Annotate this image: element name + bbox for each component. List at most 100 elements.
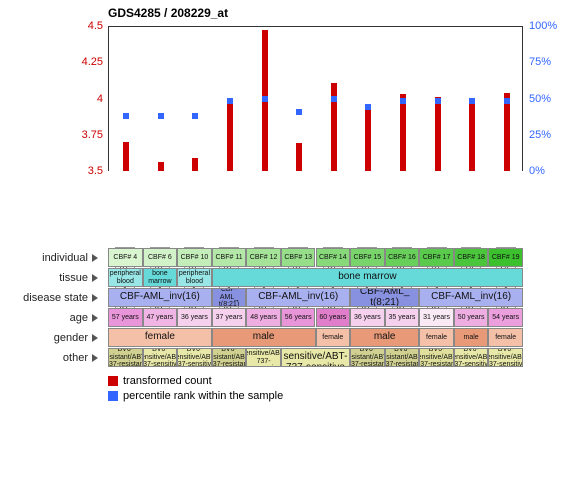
meta-row-label: tissue	[0, 272, 88, 284]
y-left-tick: 4	[73, 93, 103, 105]
meta-cell[interactable]: CBF# 14	[316, 248, 351, 267]
meta-cell[interactable]: CBF-AML_ t(8;21)	[212, 288, 247, 307]
expand-icon[interactable]	[92, 294, 98, 302]
plot-area	[108, 26, 523, 171]
expand-icon[interactable]	[92, 254, 98, 262]
meta-cell[interactable]: BV6-sensitive/ABT-737-resistant	[419, 348, 454, 367]
y-left-tick: 3.75	[73, 129, 103, 141]
meta-cell[interactable]: 56 years	[281, 308, 316, 327]
meta-cell[interactable]: BV6-sensitive/ABT-737-responsive	[246, 348, 281, 367]
meta-cell[interactable]: peripheral blood	[177, 268, 212, 287]
meta-cell[interactable]: 54 years	[488, 308, 523, 327]
meta-cell[interactable]: BV6-resistant/ABT-737-resistant	[212, 348, 247, 367]
meta-cell[interactable]: female	[419, 328, 454, 347]
bar	[400, 94, 406, 171]
meta-cell[interactable]: male	[350, 328, 419, 347]
meta-cell[interactable]: female	[488, 328, 523, 347]
meta-cell[interactable]: CBF# 18	[454, 248, 489, 267]
y-right-tick: 75%	[529, 56, 551, 68]
meta-cell[interactable]: CBF# 4	[108, 248, 143, 267]
meta-cell[interactable]: CBF# 15	[350, 248, 385, 267]
meta-cell[interactable]: BV6-resistant/ABT-737-resistant	[108, 348, 143, 367]
meta-cell[interactable]: BV6-sensitive/ABT-737-sensitive	[143, 348, 178, 367]
meta-cell[interactable]: 36 years	[350, 308, 385, 327]
percentile-marker	[227, 98, 233, 104]
meta-cell[interactable]: CBF-AML_inv(16)	[246, 288, 350, 307]
y-left-tick: 3.5	[73, 165, 103, 177]
y-right-tick: 25%	[529, 129, 551, 141]
meta-cell[interactable]: female	[316, 328, 351, 347]
meta-cell[interactable]: BV6-resistant/ABT-737-resistant	[350, 348, 385, 367]
chart-root: GDS4285 / 208229_at3.53.7544.254.50%25%5…	[0, 0, 563, 504]
meta-cell[interactable]: CBF-AML_inv(16)	[108, 288, 212, 307]
legend-label: percentile rank within the sample	[123, 390, 283, 402]
bar	[365, 107, 371, 171]
meta-row-label: gender	[0, 332, 88, 344]
legend-swatch	[108, 391, 118, 401]
percentile-marker	[158, 113, 164, 119]
expand-icon[interactable]	[92, 354, 98, 362]
percentile-marker	[331, 96, 337, 102]
meta-row-label: individual	[0, 252, 88, 264]
bar	[158, 162, 164, 171]
percentile-marker	[365, 104, 371, 110]
meta-cell[interactable]: bone marrow	[212, 268, 523, 287]
meta-cell[interactable]: male	[212, 328, 316, 347]
legend-item: percentile rank within the sample	[108, 389, 283, 404]
meta-cell[interactable]: 50 years	[454, 308, 489, 327]
meta-cell[interactable]: CBF-AML_ t(8;21)	[350, 288, 419, 307]
meta-cell[interactable]: bone marrow	[143, 268, 178, 287]
meta-cell[interactable]: BV6-sensitive/ABT-737-sensitive	[488, 348, 523, 367]
meta-cell[interactable]: CBF# 12	[246, 248, 281, 267]
meta-cell[interactable]: CBF# 17	[419, 248, 454, 267]
y-right-tick: 100%	[529, 20, 557, 32]
y-right-tick: 50%	[529, 93, 551, 105]
meta-cell[interactable]: CBF# 16	[385, 248, 420, 267]
bar	[227, 103, 233, 171]
meta-cell[interactable]: CBF-AML_inv(16)	[419, 288, 523, 307]
meta-row-label: age	[0, 312, 88, 324]
percentile-marker	[296, 109, 302, 115]
meta-cell[interactable]: CBF# 10	[177, 248, 212, 267]
percentile-marker	[262, 96, 268, 102]
meta-row-label: disease state	[0, 292, 88, 304]
legend: transformed count percentile rank within …	[108, 374, 283, 404]
percentile-marker	[192, 113, 198, 119]
meta-cell[interactable]: male	[454, 328, 489, 347]
percentile-marker	[469, 98, 475, 104]
legend-label: transformed count	[123, 375, 212, 387]
bar	[469, 103, 475, 171]
meta-cell[interactable]: 31 years	[419, 308, 454, 327]
meta-cell[interactable]: CBF# 19	[488, 248, 523, 267]
legend-item: transformed count	[108, 374, 283, 389]
meta-cell[interactable]: 47 years	[143, 308, 178, 327]
meta-cell[interactable]: CBF# 13	[281, 248, 316, 267]
meta-cell[interactable]: female	[108, 328, 212, 347]
y-right-tick: 0%	[529, 165, 545, 177]
meta-cell[interactable]: 48 years	[246, 308, 281, 327]
y-left-tick: 4.25	[73, 56, 103, 68]
meta-row-label: other	[0, 352, 88, 364]
expand-icon[interactable]	[92, 314, 98, 322]
meta-cell[interactable]: peripheral blood	[108, 268, 143, 287]
meta-cell[interactable]: BV6-sensitive/ABT-737-sensitive	[454, 348, 489, 367]
meta-cell[interactable]: CBF# 6	[143, 248, 178, 267]
meta-cell[interactable]: 37 years	[212, 308, 247, 327]
meta-cell[interactable]: BV6-resistant/ABT-737-resistant	[385, 348, 420, 367]
meta-cell[interactable]: BV6-sensitive/ABT-737-sensitive	[281, 348, 350, 367]
bar	[192, 158, 198, 171]
bar	[435, 97, 441, 171]
meta-cell[interactable]: 36 years	[177, 308, 212, 327]
legend-swatch	[108, 376, 118, 386]
meta-cell[interactable]: 57 years	[108, 308, 143, 327]
chart-title: GDS4285 / 208229_at	[108, 6, 228, 20]
expand-icon[interactable]	[92, 334, 98, 342]
percentile-marker	[504, 98, 510, 104]
meta-cell[interactable]: BV6-sensitive/ABT-737-sensitive	[177, 348, 212, 367]
meta-cell[interactable]: 35 years	[385, 308, 420, 327]
meta-cell[interactable]: CBF# 11	[212, 248, 247, 267]
meta-cell[interactable]: 60 years	[316, 308, 351, 327]
expand-icon[interactable]	[92, 274, 98, 282]
bar	[296, 143, 302, 171]
percentile-marker	[123, 113, 129, 119]
